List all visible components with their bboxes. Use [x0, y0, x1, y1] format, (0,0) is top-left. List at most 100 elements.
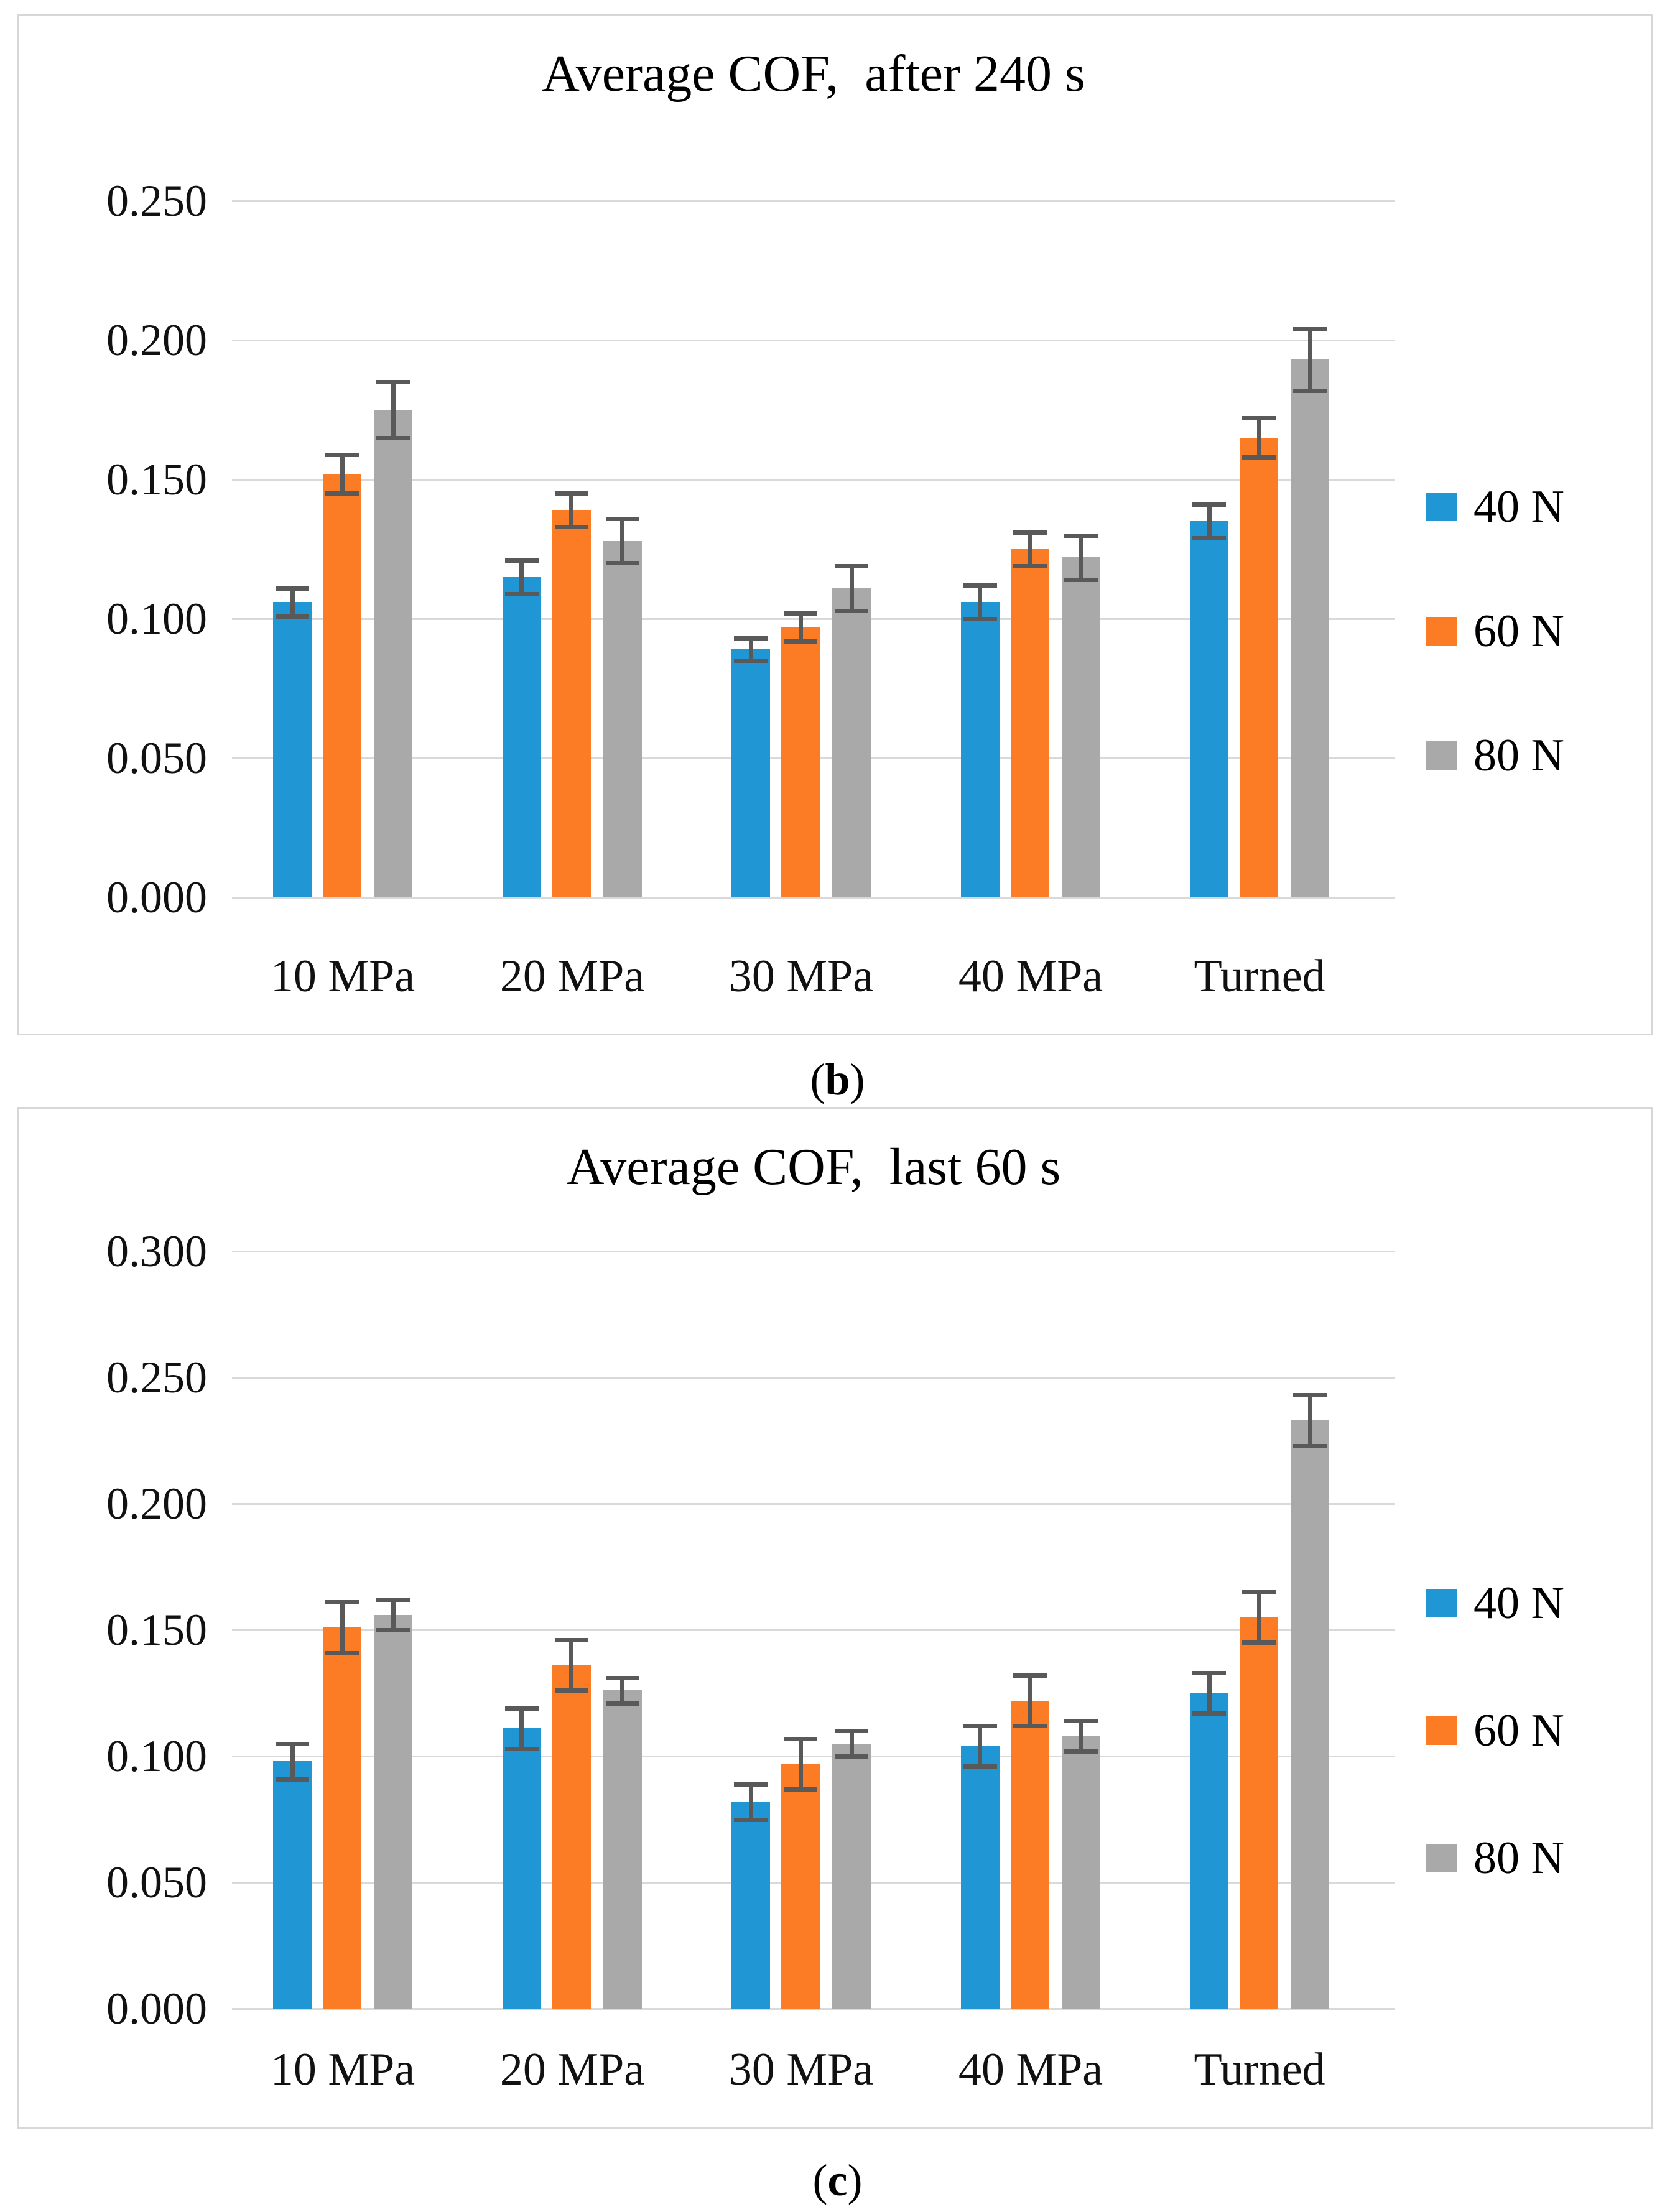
x-axis-label-Turned: Turned	[1194, 951, 1325, 1002]
error-bar-cap-bottom	[1192, 536, 1226, 540]
error-bar-cap-top	[1242, 1590, 1276, 1594]
legend-swatch-60N	[1426, 1716, 1457, 1745]
error-bar-cap-top	[555, 491, 588, 496]
figure-caption-c: (c)	[0, 2157, 1675, 2204]
error-bar-cap-top	[276, 1742, 309, 1746]
x-axis-label-Turned: Turned	[1194, 2044, 1325, 2095]
legend-swatch-40N	[1426, 1589, 1457, 1617]
error-bar-cap-top	[784, 1737, 817, 1741]
legend-swatch-60N	[1426, 617, 1457, 646]
error-bar-cap-bottom	[376, 1628, 410, 1632]
error-bar-cap-bottom	[963, 617, 997, 621]
error-bar-line	[978, 1726, 982, 1766]
bar-40N-40MPa	[961, 602, 1000, 897]
error-bar-cap-bottom	[784, 639, 817, 644]
error-bar-line	[1207, 1673, 1212, 1713]
legend-item-40N: 40 N	[1426, 482, 1564, 532]
error-bar-cap-bottom	[1242, 1640, 1276, 1645]
error-bar-line	[850, 566, 854, 611]
error-bar-cap-top	[1192, 1671, 1226, 1675]
error-bar-cap-bottom	[835, 1754, 868, 1759]
error-bar-cap-bottom	[1293, 389, 1327, 393]
y-axis-label-0.150: 0.150	[106, 1605, 207, 1655]
legend-item-60N: 60 N	[1426, 606, 1564, 656]
error-bar-cap-top	[963, 583, 997, 588]
error-bar-line	[620, 519, 624, 563]
error-bar-cap-bottom	[505, 1747, 539, 1751]
error-bar-line	[1257, 418, 1261, 457]
error-bar-line	[1308, 329, 1312, 391]
gridline-0.100	[232, 618, 1395, 620]
bar-60N-40MPa	[1011, 549, 1049, 897]
legend-item-40N: 40 N	[1426, 1578, 1564, 1628]
y-axis-label-0.150: 0.150	[106, 455, 207, 504]
error-bar-cap-bottom	[1064, 1749, 1098, 1754]
legend-item-60N: 60 N	[1426, 1706, 1564, 1756]
gridline-0.250	[232, 200, 1395, 202]
error-bar-cap-bottom	[1064, 578, 1098, 582]
error-bar-cap-bottom	[1192, 1711, 1226, 1716]
error-bar-cap-bottom	[835, 609, 868, 613]
chart-panel-c: Average COF, last 60 s 0.000 0.050 0.100 0.…	[17, 1107, 1653, 2129]
legend-item-80N: 80 N	[1426, 1833, 1564, 1883]
error-bar-cap-top	[606, 517, 639, 521]
x-axis-label-10MPa: 10 MPa	[270, 2044, 415, 2095]
error-bar-cap-bottom	[1013, 1724, 1047, 1728]
error-bar-line	[290, 588, 295, 616]
error-bar-cap-bottom	[376, 436, 410, 440]
bar-40N-20MPa	[503, 577, 541, 897]
error-bar-cap-top	[963, 1724, 997, 1728]
chart-panel-b: Average COF, after 240 s 0.000 0.050 0.100…	[17, 14, 1653, 1035]
error-bar-line	[1079, 535, 1083, 580]
legend-item-80N: 80 N	[1426, 731, 1564, 780]
error-bar-line	[1207, 504, 1212, 538]
error-bar-cap-top	[376, 1598, 410, 1602]
error-bar-cap-top	[1013, 1673, 1047, 1678]
bar-60N-20MPa	[552, 1665, 591, 2009]
error-bar-line	[519, 560, 524, 594]
error-bar-line	[978, 585, 982, 619]
gridline-0.200	[232, 340, 1395, 341]
bar-60N-10MPa	[323, 474, 361, 897]
error-bar-cap-top	[325, 1600, 359, 1604]
legend-label-60N: 60 N	[1473, 1705, 1564, 1756]
caption-b-close: )	[850, 1055, 865, 1104]
bar-80N-30MPa	[832, 588, 871, 897]
bar-80N-10MPa	[374, 410, 412, 897]
bar-40N-20MPa	[503, 1728, 541, 2009]
bar-60N-10MPa	[323, 1627, 361, 2009]
y-axis-label-0.000: 0.000	[106, 872, 207, 922]
y-axis-label-0.050: 0.050	[106, 1858, 207, 1907]
legend-swatch-80N	[1426, 1844, 1457, 1872]
x-axis-label-30MPa: 30 MPa	[728, 2044, 874, 2095]
x-axis-label-40MPa: 40 MPa	[958, 951, 1103, 1002]
legend-swatch-80N	[1426, 741, 1457, 770]
error-bar-cap-top	[835, 564, 868, 568]
y-axis-label-0.200: 0.200	[106, 315, 207, 365]
legend-label-40N: 40 N	[1473, 1578, 1564, 1629]
error-bar-cap-top	[1064, 534, 1098, 538]
error-bar-cap-bottom	[1293, 1444, 1327, 1448]
error-bar-line	[620, 1678, 624, 1703]
error-bar-cap-top	[1293, 1393, 1327, 1397]
bar-80N-Turned	[1291, 1420, 1329, 2009]
error-bar-cap-bottom	[325, 1651, 359, 1655]
x-axis-label-20MPa: 20 MPa	[499, 951, 645, 1002]
error-bar-line	[290, 1744, 295, 1779]
error-bar-line	[1028, 1675, 1032, 1726]
bar-60N-Turned	[1240, 1617, 1278, 2009]
y-axis-label-0.250: 0.250	[106, 1353, 207, 1402]
error-bar-cap-bottom	[325, 491, 359, 496]
error-bar-line	[1079, 1721, 1083, 1751]
bar-60N-20MPa	[552, 510, 591, 897]
bar-40N-40MPa	[961, 1746, 1000, 2009]
legend-c: 40 N 60 N 80 N	[1426, 1109, 1650, 2127]
chart-title-c: Average COF, last 60 s	[566, 1138, 1061, 1196]
bar-80N-Turned	[1291, 359, 1329, 897]
error-bar-line	[749, 638, 753, 660]
y-axis-label-0.000: 0.000	[106, 1984, 207, 2034]
error-bar-line	[391, 1599, 396, 1630]
legend-b: 40 N 60 N 80 N	[1426, 16, 1650, 1034]
error-bar-cap-top	[1013, 530, 1047, 535]
